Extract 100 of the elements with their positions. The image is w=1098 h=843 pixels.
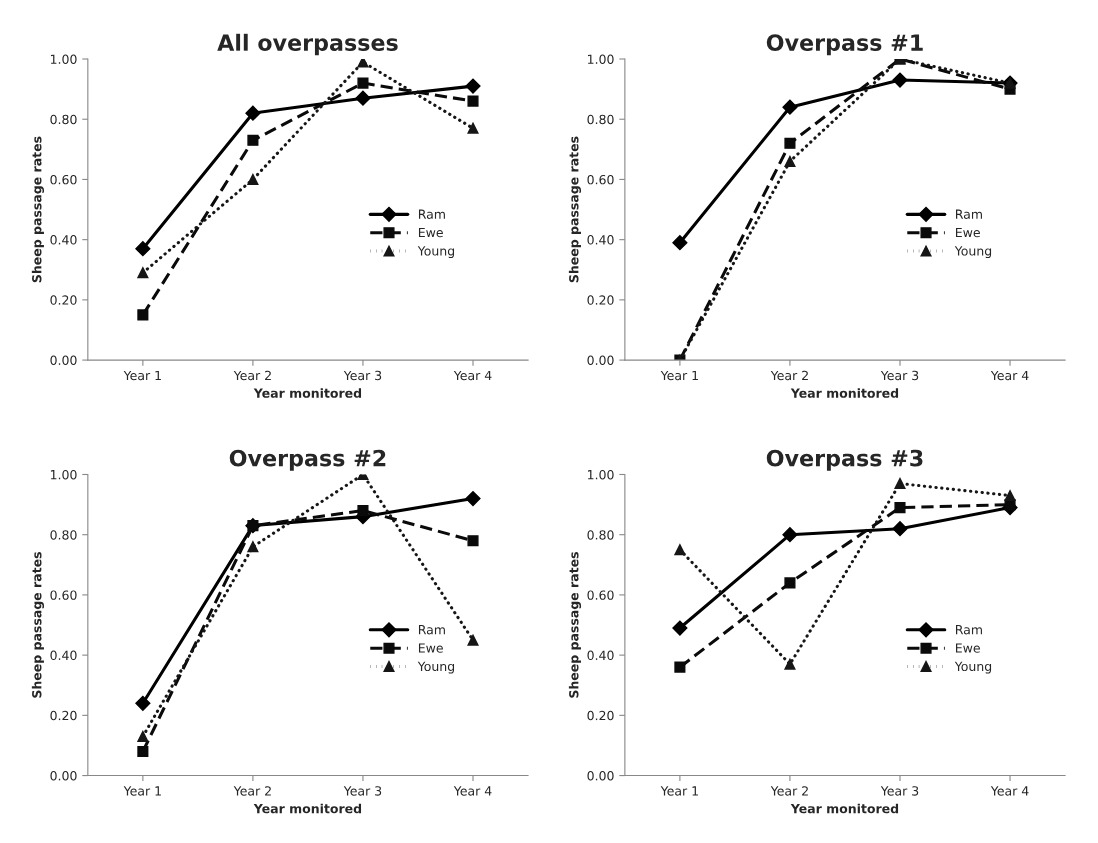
y-tick-label: 1.00 [588,469,614,480]
y-tick-label: 0.80 [587,530,614,540]
point [784,137,796,149]
point [782,99,798,115]
point [467,535,479,547]
legend-label: Young [417,661,455,674]
y-tick-label: 0.40 [50,235,77,245]
point [137,730,149,742]
x-tick-label: Year 3 [343,370,382,381]
point [357,59,369,68]
point [892,521,908,537]
x-tick-label: Year 4 [453,786,492,796]
chart-title: All overpasses [217,33,398,56]
y-tick-label: 0.80 [50,114,77,125]
y-axis-title: Sheep passage rates [31,136,45,283]
point [894,502,906,514]
legend-label: Ram [418,209,445,219]
x-axis-title: Year monitored [253,388,362,398]
y-tick-label: 0.60 [50,174,77,185]
x-axis-title: Year monitored [790,803,899,814]
chart-title: Overpass #2 [229,449,386,471]
point [465,491,481,507]
x-tick-label: Year 2 [770,370,808,381]
chart-title: Overpass #3 [766,449,923,471]
point [137,267,149,279]
point [247,173,259,185]
point [467,634,479,646]
point [672,235,688,251]
x-tick-label: Year 1 [660,370,698,381]
x-tick-label: Year 2 [233,786,271,796]
point [467,122,479,134]
y-tick-label: 0.20 [587,295,614,305]
x-tick-label: Year 3 [880,370,919,381]
x-tick-label: Year 1 [660,786,698,796]
point [355,90,371,106]
chart-title: Overpass #1 [766,34,923,56]
legend-label: Young [954,661,992,674]
y-tick-label: 0.20 [50,295,77,305]
y-tick-label: 0.00 [587,771,614,781]
point [245,105,261,121]
y-tick-label: 0.40 [50,650,77,661]
x-tick-label: Year 3 [880,786,919,796]
legend-label: Ram [956,625,982,635]
point [892,72,908,88]
x-tick-label: Year 2 [233,370,271,381]
y-tick-label: 0.40 [587,650,614,661]
point [784,658,796,670]
y-tick-label: 1.00 [588,54,614,64]
y-tick-label: 1.00 [50,54,77,64]
point [357,505,369,517]
x-tick-label: Year 2 [770,786,808,796]
legend-label: Ewe [418,643,443,653]
point [1004,490,1016,502]
y-tick-label: 0.20 [587,710,614,721]
x-axis-title: Year monitored [253,803,362,814]
y-tick-label: 0.40 [587,235,614,245]
point [135,695,151,711]
point [674,661,686,673]
y-tick-label: 0.60 [587,590,614,600]
legend-label: Ewe [956,643,980,653]
x-tick-label: Year 3 [343,786,382,796]
point [672,620,688,636]
point [465,78,481,94]
y-axis-title: Sheep passage rates [568,136,582,283]
x-tick-label: Year 1 [123,370,161,381]
y-axis-title: Sheep passage rates [568,552,582,698]
point [1004,499,1016,511]
point [784,577,796,589]
y-tick-label: 0.00 [50,355,77,366]
y-tick-label: 0.00 [50,771,77,781]
legend-label: Young [417,246,455,259]
y-tick-label: 0.60 [50,590,77,600]
y-tick-label: 0.00 [587,355,614,366]
y-axis-title: Sheep passage rates [31,552,45,698]
x-tick-label: Year 4 [990,786,1029,796]
point [247,134,259,146]
point [137,745,149,758]
point [782,527,798,543]
y-tick-label: 0.60 [587,174,614,185]
legend-label: Ewe [956,227,980,238]
point [467,95,479,107]
point [674,544,686,556]
x-tick-label: Year 4 [453,370,492,381]
y-tick-label: 1.00 [50,469,77,480]
point [135,241,151,257]
legend-label: Ewe [418,227,443,238]
x-tick-label: Year 1 [123,786,161,796]
y-tick-label: 0.80 [587,114,614,125]
point [247,541,259,553]
legend-label: Ram [418,625,445,635]
point [357,77,369,89]
x-tick-label: Year 4 [990,370,1029,381]
point [137,309,149,321]
point [894,477,906,490]
x-axis-title: Year monitored [790,388,899,398]
legend-label: Young [954,246,992,259]
point [784,155,796,167]
legend-label: Ram [956,209,982,219]
y-tick-label: 0.20 [50,710,77,721]
y-tick-label: 0.80 [50,530,77,540]
